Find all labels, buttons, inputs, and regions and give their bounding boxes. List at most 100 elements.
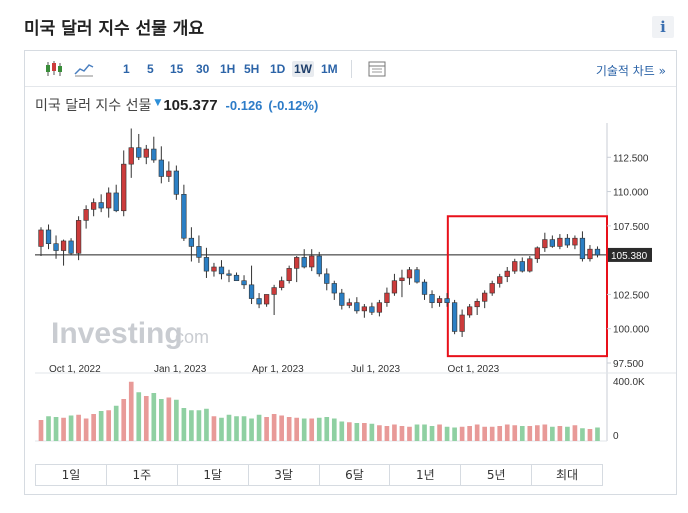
candle-body [587,248,593,260]
candle-body [143,148,149,158]
candle-body [444,298,450,303]
y-tick-label: 97.500 [613,359,644,370]
interval-30[interactable]: 30 [196,62,210,76]
volume-tick-label: 0 [613,431,619,442]
candle-body [414,269,420,283]
candle-body [158,159,164,177]
interval-1d[interactable]: 1D [270,62,286,76]
candle-body [166,170,172,177]
volume-bar [83,418,89,441]
volume-bar [542,424,548,441]
range-max[interactable]: 최대 [556,468,579,482]
volume-bar [309,418,315,441]
candle-body [188,237,195,247]
interval-1m[interactable]: 1M [321,62,338,76]
range-1d[interactable]: 1일 [36,465,107,485]
volume-bar [181,408,187,441]
volume-bar [557,426,563,441]
candle-body [421,281,428,295]
candle-body [482,292,488,302]
range-1w[interactable]: 1주 [107,465,178,485]
volume-bar [151,393,157,441]
volume-bar [580,428,585,441]
volume-bar [354,423,360,441]
candle-body [399,277,405,282]
volume-bar [482,426,488,441]
candle-body [324,273,330,284]
y-tick-label: 102.500 [613,290,650,301]
candle-body [98,202,104,209]
range-3m[interactable]: 3달 [249,465,320,485]
volume-bar [519,426,525,441]
area-chart-icon[interactable] [73,60,95,78]
info-icon[interactable]: i [652,16,674,38]
interval-1w[interactable]: 1W [292,61,314,77]
candle-body [519,261,525,272]
candle-body [459,314,465,332]
range-6m[interactable]: 6달 [320,465,391,485]
volume-bar [467,426,472,441]
toolbar-divider [351,60,352,78]
volume-bar [384,426,390,441]
volume-bar [422,424,427,441]
range-5y[interactable]: 5년 [461,465,533,485]
candle-body [474,300,480,308]
candle-body [301,257,307,268]
volume-bar [392,424,397,441]
volume-bar [211,416,217,441]
candle-body [233,274,240,282]
candle-body [211,266,217,272]
interval-1h[interactable]: 1H [220,62,236,76]
candle-body [557,237,563,247]
volume-bar [399,426,405,441]
volume-bar [166,397,172,441]
candle-body [53,243,59,251]
interval-1[interactable]: 1 [123,62,130,76]
candle-body [429,294,435,303]
candle-body [346,302,352,306]
candle-body [391,280,398,294]
candle-body [151,148,157,161]
volume-tick-label: 400.0K [613,377,645,388]
volume-bar [46,416,51,441]
candle-body [113,192,119,212]
candle-body [504,270,510,277]
x-tick-label: Oct 1, 2022 [49,364,101,375]
volume-bar [301,418,307,441]
interval-15[interactable]: 15 [170,62,184,76]
candle-body [451,302,458,332]
volume-bar [279,415,284,441]
candlestick-icon[interactable] [43,60,65,78]
candle-body [384,292,390,303]
range-1y[interactable]: 1년 [390,465,462,485]
candle-body [226,273,232,276]
volume-bar [286,417,292,441]
chart-panel: 1 5 15 30 1H 5H 1D 1W 1M 기술적 차트 » Invest… [24,50,677,495]
instrument-name: 미국 달러 지수 선물 [35,98,152,114]
volume-bar [226,414,232,441]
volume-bar [362,423,367,441]
indicators-icon[interactable] [367,60,389,78]
candle-body [316,255,322,275]
candle-body [542,239,548,249]
volume-bar [527,426,533,441]
candle-body [361,306,367,312]
interval-5h[interactable]: 5H [244,62,260,76]
range-1m[interactable]: 1달 [178,465,249,485]
volume-bar [497,426,503,441]
candle-body [38,229,44,247]
candle-body [241,280,247,286]
volume-bar [61,417,66,441]
volume-bar [512,425,518,441]
advanced-chart-link[interactable]: 기술적 차트 » [595,64,666,78]
volume-bar [489,426,495,441]
interval-5[interactable]: 5 [147,62,154,76]
volume-bar [189,410,194,441]
volume-bar [204,408,209,441]
candle-body [489,283,495,294]
down-arrow-icon: ▼ [154,98,162,108]
last-price: 105.377 [163,97,218,114]
volume-bar [316,417,322,441]
candle-body [173,170,179,195]
candle-body [279,280,285,288]
